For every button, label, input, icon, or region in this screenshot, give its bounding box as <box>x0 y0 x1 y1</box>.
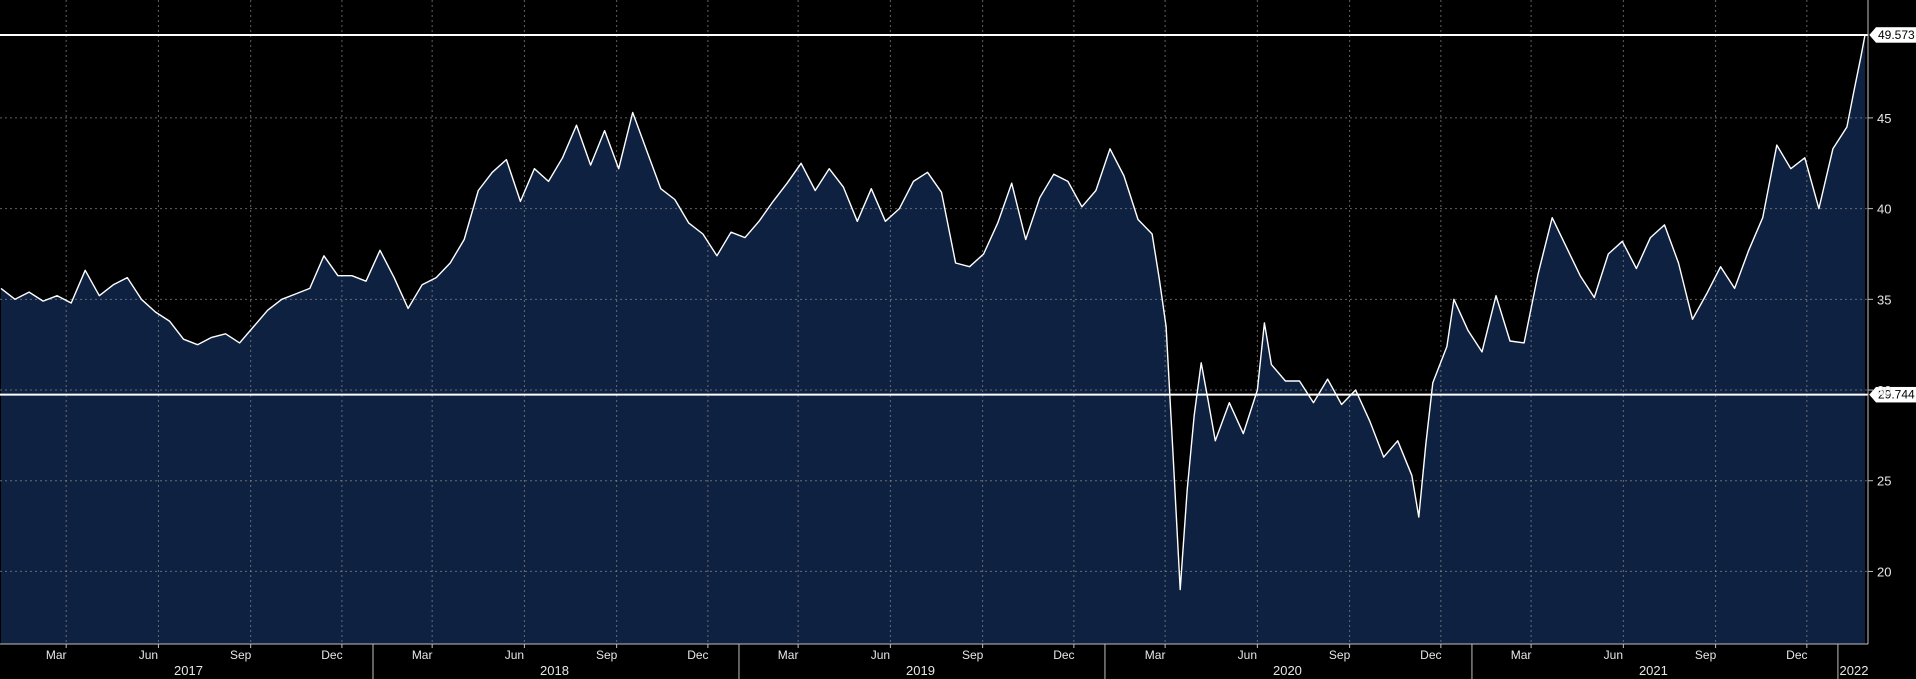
y-tick-label: 35 <box>1877 292 1891 307</box>
x-tick-label: Jun <box>871 648 890 662</box>
value-tag-label: 49.573 <box>1878 28 1915 42</box>
y-tick-label: 20 <box>1877 564 1891 579</box>
x-tick-label: Mar <box>412 648 433 662</box>
x-tick-label: Sep <box>596 648 618 662</box>
x-tick-label: Sep <box>230 648 252 662</box>
year-label: 2020 <box>1273 663 1302 678</box>
y-tick-label: 40 <box>1877 202 1891 217</box>
year-label: 2022 <box>1840 663 1869 678</box>
x-tick-label: Mar <box>46 648 67 662</box>
x-tick-label: Mar <box>1511 648 1532 662</box>
series-area <box>1 35 1865 644</box>
x-tick-label: Dec <box>321 648 342 662</box>
x-tick-label: Jun <box>505 648 524 662</box>
value-tag-label: 29.744 <box>1878 388 1915 402</box>
x-tick-label: Sep <box>962 648 984 662</box>
highlight-layer: 49.573 29.744 <box>0 26 1916 403</box>
x-tick-label: Jun <box>139 648 158 662</box>
year-label: 2021 <box>1639 663 1668 678</box>
year-label: 2019 <box>906 663 935 678</box>
y-tick-label: 30 <box>1877 383 1891 398</box>
year-label: 2018 <box>540 663 569 678</box>
area-layer <box>1 35 1865 644</box>
value-tag <box>1868 386 1916 403</box>
year-label: 2017 <box>174 663 203 678</box>
x-tick-label: Dec <box>1786 648 1807 662</box>
x-tick-label: Jun <box>1238 648 1257 662</box>
x-tick-label: Sep <box>1329 648 1351 662</box>
y-tick-label: 45 <box>1877 111 1891 126</box>
x-tick-label: Dec <box>1420 648 1441 662</box>
series-line <box>0 34 1866 591</box>
y-tick-label: 25 <box>1877 474 1891 489</box>
x-tick-label: Sep <box>1695 648 1717 662</box>
x-tick-label: Dec <box>1053 648 1074 662</box>
x-tick-label: Mar <box>778 648 799 662</box>
grid-layer <box>0 0 1868 644</box>
x-tick-label: Jun <box>1604 648 1623 662</box>
value-tag <box>1868 26 1916 44</box>
x-tick-label: Mar <box>1145 648 1166 662</box>
line-layer <box>0 34 1866 591</box>
x-tick-label: Dec <box>687 648 708 662</box>
